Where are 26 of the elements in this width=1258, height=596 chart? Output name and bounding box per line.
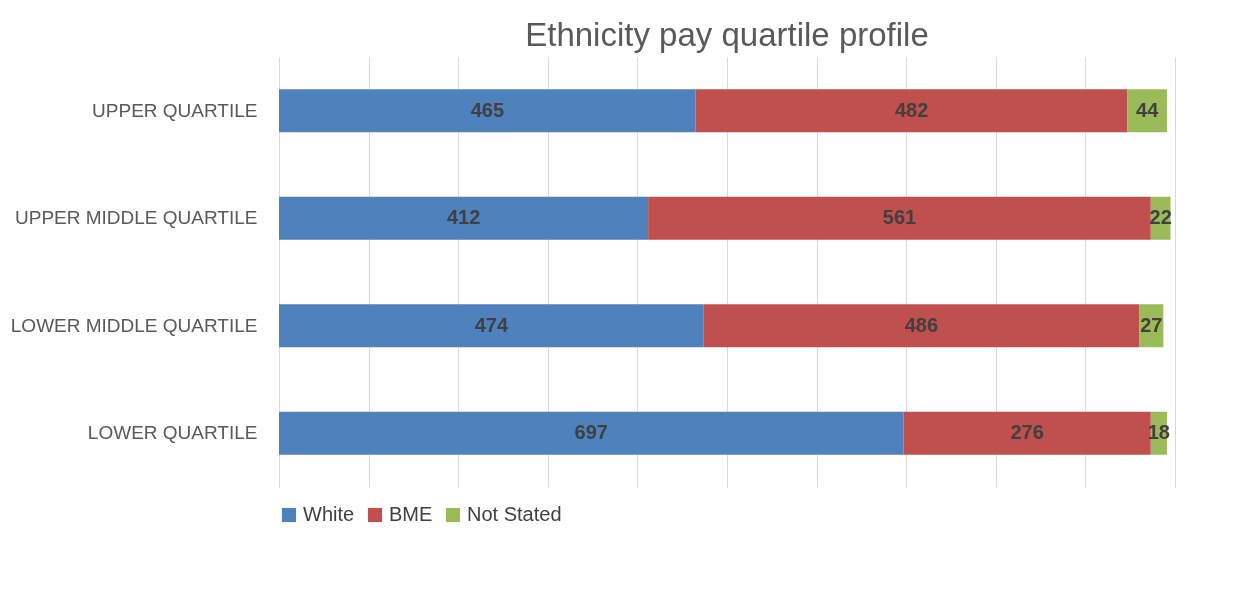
bar <box>648 196 1151 240</box>
data-label: 412 <box>446 206 481 229</box>
data-label: 44 <box>1136 98 1160 121</box>
data-label: 27 <box>1140 313 1163 336</box>
bar <box>279 304 704 348</box>
data-label: 482 <box>894 98 929 121</box>
legend-label: Not Stated <box>467 503 562 525</box>
legend-label: BME <box>389 503 433 525</box>
bar <box>279 89 696 133</box>
chart-title: Ethnicity pay quartile profile <box>525 16 929 53</box>
data-label: 561 <box>882 206 917 229</box>
y-tick-label: UPPER QUARTILE <box>92 99 258 121</box>
data-label: 697 <box>574 421 608 444</box>
bar <box>903 411 1151 455</box>
data-label: 474 <box>474 313 509 336</box>
bar <box>703 304 1140 348</box>
y-tick-label: LOWER QUARTILE <box>87 422 258 444</box>
data-label: 486 <box>904 313 939 336</box>
bar <box>279 411 904 455</box>
bar <box>279 196 649 240</box>
bar <box>695 89 1128 133</box>
y-tick-label: UPPER MIDDLE QUARTILE <box>15 207 258 229</box>
legend-label: White <box>303 503 355 525</box>
data-label: 276 <box>1010 421 1044 444</box>
y-tick-label: LOWER MIDDLE QUARTILE <box>10 314 258 336</box>
data-label: 465 <box>470 98 505 121</box>
